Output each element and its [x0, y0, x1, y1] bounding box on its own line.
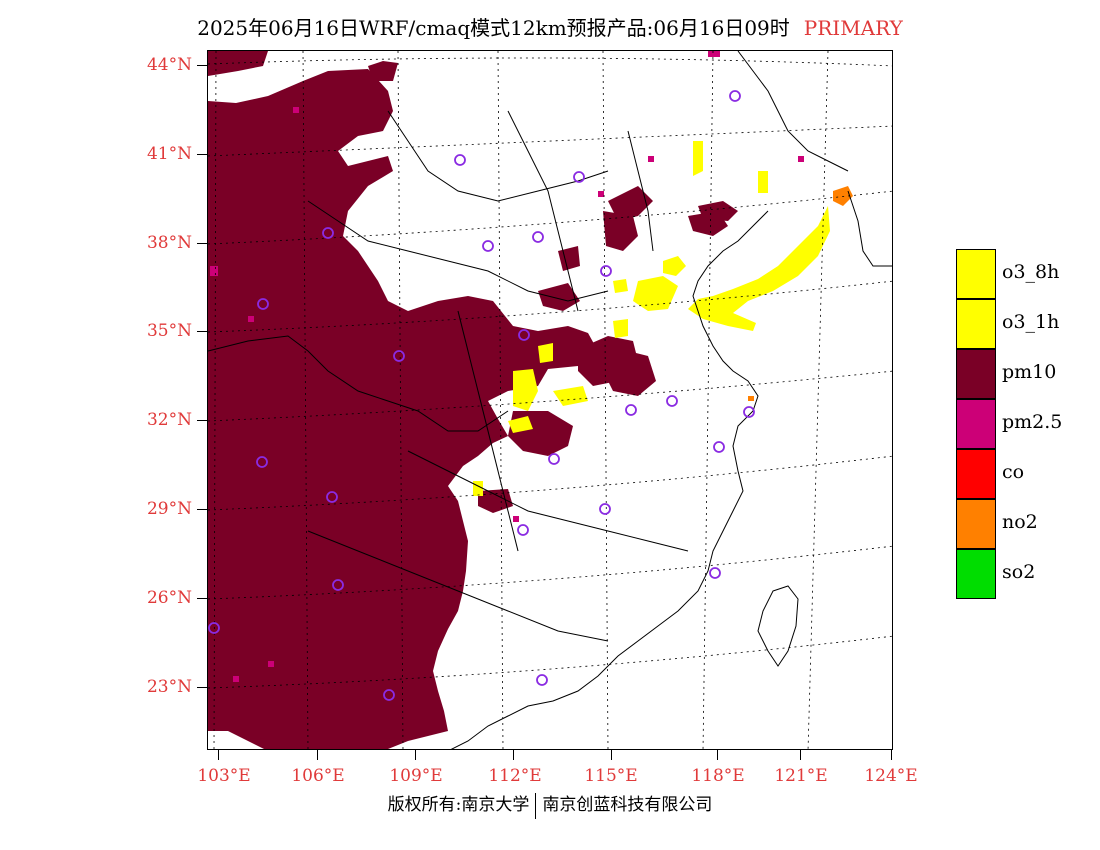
legend-item-o3-8h: o3_8h: [956, 249, 1100, 299]
lat-label-41: 41°N: [146, 144, 192, 164]
footer-left: 版权所有:南京大学: [387, 795, 530, 815]
legend-item-pm10: pm10: [956, 349, 1100, 399]
legend-label: o3_8h: [1002, 261, 1060, 283]
pm10-region-west: [208, 51, 738, 749]
lon-tick: [717, 750, 718, 760]
legend-swatch: [956, 399, 996, 449]
legend-swatch: [956, 449, 996, 499]
lat-tick: [197, 598, 207, 599]
legend-item-pm25: pm2.5: [956, 399, 1100, 449]
lat-tick: [197, 243, 207, 244]
legend-label: pm2.5: [1002, 411, 1063, 433]
legend-item-o3-1h: o3_1h: [956, 299, 1100, 349]
lat-tick: [197, 331, 207, 332]
lon-label-115: 115°E: [584, 766, 638, 786]
lat-tick: [197, 420, 207, 421]
lon-tick: [611, 750, 612, 760]
o3-regions: [473, 141, 830, 496]
legend-item-so2: so2: [956, 549, 1100, 599]
lon-label-106: 106°E: [291, 766, 345, 786]
lat-label-29: 29°N: [146, 499, 192, 519]
lon-label-109: 109°E: [389, 766, 443, 786]
lat-label-44: 44°N: [146, 55, 192, 75]
legend-label: pm10: [1002, 361, 1057, 383]
footer-separator: [535, 792, 537, 819]
lon-tick: [317, 750, 318, 760]
map-panel[interactable]: [207, 50, 893, 750]
lon-tick: [415, 750, 416, 760]
lon-label-118: 118°E: [691, 766, 745, 786]
footer-right: 南京创蓝科技有限公司: [542, 795, 713, 815]
lat-label-38: 38°N: [146, 233, 192, 253]
legend-label: o3_1h: [1002, 311, 1060, 333]
legend-swatch: [956, 249, 996, 299]
lon-label-124: 124°E: [864, 766, 918, 786]
legend-label: no2: [1002, 511, 1038, 533]
copyright-footer: 版权所有:南京大学 南京创蓝科技有限公司: [0, 790, 1100, 819]
lon-label-121: 121°E: [774, 766, 828, 786]
legend-swatch: [956, 499, 996, 549]
lon-tick: [800, 750, 801, 760]
city-markers: [208, 90, 755, 701]
legend-swatch: [956, 299, 996, 349]
boundaries: [208, 51, 892, 749]
lon-tick: [513, 750, 514, 760]
lat-label-26: 26°N: [146, 588, 192, 608]
lon-label-112: 112°E: [488, 766, 542, 786]
legend-item-co: co: [956, 449, 1100, 499]
title-tag: PRIMARY: [803, 16, 903, 40]
lat-label-23: 23°N: [146, 677, 192, 697]
lat-label-35: 35°N: [146, 321, 192, 341]
legend-swatch: [956, 349, 996, 399]
lat-tick: [197, 509, 207, 510]
graticule: [208, 51, 892, 749]
pollutant-map: [208, 51, 892, 749]
legend-item-no2: no2: [956, 499, 1100, 549]
title-main: 2025年06月16日WRF/cmaq模式12km预报产品:06月16日09时: [197, 16, 790, 40]
lon-tick: [218, 750, 219, 760]
lon-tick: [891, 750, 892, 760]
map-title: 2025年06月16日WRF/cmaq模式12km预报产品:06月16日09时 P…: [0, 12, 1100, 41]
lon-label-103: 103°E: [197, 766, 251, 786]
legend-label: co: [1002, 461, 1025, 483]
lat-label-32: 32°N: [146, 410, 192, 430]
legend-label: so2: [1002, 561, 1036, 583]
lat-tick: [197, 154, 207, 155]
lat-tick: [197, 687, 207, 688]
lat-tick: [197, 65, 207, 66]
pm25-spots: [210, 51, 804, 682]
legend-swatch: [956, 549, 996, 599]
